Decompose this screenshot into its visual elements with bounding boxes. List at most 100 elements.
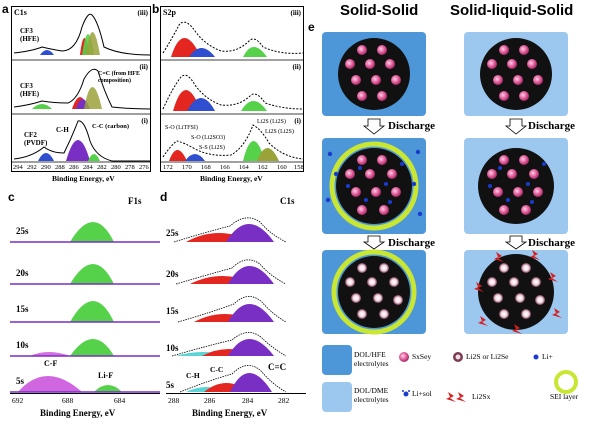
b-li2s-label-1: Li2S (Li2S) [257, 119, 286, 125]
a-tag-ii: (ii) [139, 63, 148, 71]
e-discharge-label-right-1: Discharge [528, 120, 576, 132]
legend-li2sx-icon [446, 392, 466, 402]
panel-a-plot [12, 13, 150, 163]
legend-sei-text: SEI layer [550, 392, 579, 401]
legend-sxsey-icon [399, 352, 409, 362]
legend-dol-dme-text: DOL/DME electrolytes [354, 386, 389, 404]
d-cc-label: C-C [210, 365, 224, 374]
a-tag-i: (i) [141, 117, 148, 125]
d-time-15s: 15s [166, 306, 179, 316]
a-xlabel: Binding Energy, eV [52, 174, 115, 183]
c-ticks: 692 688 684 [10, 396, 160, 405]
legend-li2s-text: Li2S or Li2Se [466, 352, 509, 361]
e-title-solid-solid: Solid-Solid [340, 2, 419, 19]
a-tick: 292 [27, 164, 37, 171]
panel-c-plot [10, 222, 160, 394]
legend-dol-dme-swatch [322, 382, 352, 412]
a-i-blue-peak [38, 153, 54, 161]
e-left-core-1 [338, 38, 410, 110]
c-time-25s: 25s [16, 226, 29, 236]
b-ii-green-peak [241, 101, 267, 111]
a-tick: 284 [83, 164, 93, 171]
c-cf-label: C-F [44, 359, 58, 368]
d-tick: 286 [204, 396, 216, 405]
b-tick: 168 [201, 164, 211, 171]
panel-e-label: e [308, 20, 315, 34]
b-tick: 164 [239, 164, 249, 171]
b-tag-ii: (ii) [292, 63, 301, 71]
panel-b-plot [161, 21, 303, 163]
legend-li-ion-icon [533, 354, 539, 360]
d-tick: 284 [242, 396, 254, 405]
d-25s-fit [173, 217, 287, 243]
panel-b-label: b [152, 2, 160, 16]
a-ii-cf3-label: CF3 (HFE) [20, 82, 40, 98]
e-discharge-label-left-2: Discharge [388, 237, 436, 249]
b-so-li2so3-label: S-O (Li2SO3) [191, 135, 226, 141]
d-10s-purple-peak [228, 339, 274, 356]
c-5s-purple-peak [18, 376, 82, 392]
d-time-5s: 5s [166, 380, 175, 390]
e-right-broken-particles [487, 263, 545, 319]
e-left-core-3 [338, 256, 410, 328]
a-i-cc-label: C-C (carbon) [92, 123, 130, 130]
c-15s-green-peak [70, 301, 114, 322]
e-left-particles-2 [345, 155, 401, 215]
b-i-olive-peak [257, 148, 279, 161]
b-tick: 162 [258, 164, 268, 171]
c-5s-green-peak [94, 385, 122, 392]
a-ii-cc-label: C=C (from HFE composition) [98, 71, 140, 84]
legend-li-ion-text: Li+ [542, 352, 553, 361]
legend-li2sx-text: Li2Sx [472, 392, 491, 401]
a-tick: 278 [125, 164, 135, 171]
a-i-ch-label: C-H [56, 126, 69, 134]
c-xlabel: Binding Energy, eV [40, 408, 116, 418]
a-i-cf2-label: CF2 (PVDF) [24, 131, 48, 147]
d-15s-fit [177, 296, 287, 323]
b-iii-fit [162, 21, 303, 54]
b-tag-iii: (iii) [290, 9, 302, 17]
legend-sxsey-text: SxSey [412, 352, 432, 361]
a-ticks: 294 292 290 288 286 284 282 280 278 276 [12, 164, 150, 171]
e-left-sei-ring-3 [331, 249, 417, 335]
c-10s-purple-peak [30, 352, 70, 356]
a-iii-blue-peak [40, 50, 54, 55]
a-iii-olive-peak [86, 32, 100, 55]
e-right-core-2 [478, 148, 554, 224]
a-ii-green-peak [32, 104, 52, 109]
d-5s-purple-peak [230, 373, 272, 392]
e-right-core-3 [478, 254, 554, 330]
panel-d-plot [166, 217, 306, 394]
a-tick: 280 [111, 164, 121, 171]
b-corner-label: S2p [163, 8, 176, 17]
a-tick: 286 [69, 164, 79, 171]
e-discharge-label-right-2: Discharge [528, 237, 576, 249]
e-left-hollow-particles [345, 263, 403, 319]
b-xlabel: Binding Energy, eV [200, 174, 263, 183]
b-iii-blue-peak [189, 48, 215, 57]
e-left-li-ions [325, 149, 423, 217]
c-time-5s: 5s [16, 376, 25, 386]
panel-a: C1s (iii) (ii) (i) CF3 (HFE) CF3 (HFE) C… [11, 6, 151, 172]
c-10s-green-peak [70, 339, 114, 356]
d-ticks: 288 286 284 282 [166, 396, 306, 405]
legend-dol-hfe-text: DOL/HFE electrolytes [354, 350, 389, 368]
b-ii-fit [162, 74, 303, 110]
panel-c-label: c [8, 190, 15, 204]
b-tick: 172 [163, 164, 173, 171]
a-i-green-peak [88, 154, 100, 161]
legend-dol-hfe-swatch [322, 345, 352, 375]
a-iii-cf3-label: CF3 (HFE) [20, 27, 40, 43]
e-right-particles-1 [487, 45, 543, 101]
b-i-blue-peak [185, 154, 205, 161]
c-25s-green-peak [70, 222, 114, 242]
c-tick: 688 [62, 396, 74, 405]
d-5s-fit [179, 365, 287, 393]
c-20s-green-peak [70, 264, 114, 284]
d-10s-fit [171, 332, 287, 357]
panel-b: S2p (iii) (ii) (i) S-O (LiTFSI) S-O (Li2… [160, 6, 304, 172]
a-tag-iii: (iii) [137, 9, 149, 17]
d-25s-purple-peak [226, 224, 274, 242]
b-li2s-label-2: Li2S (Li2S) [265, 129, 294, 135]
d-xlabel: Binding Energy, eV [192, 408, 268, 418]
